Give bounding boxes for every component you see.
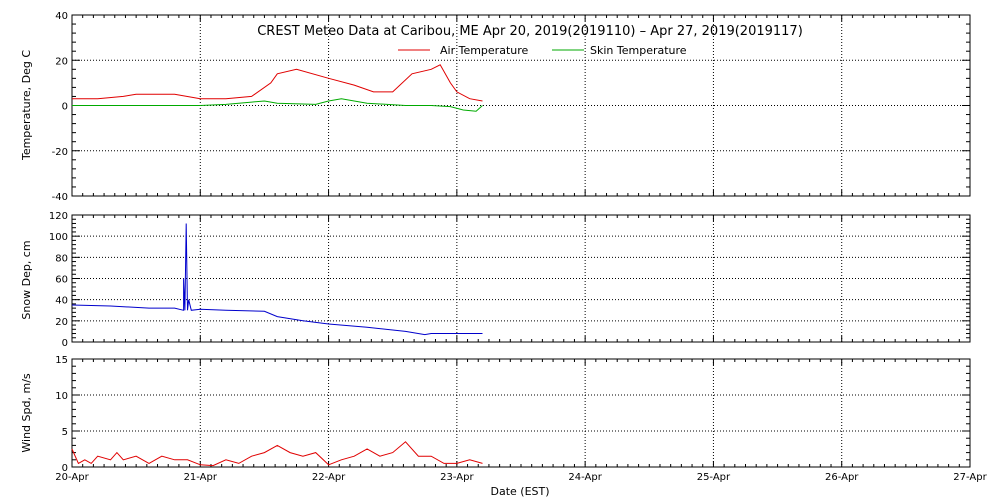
- y-tick-label: -20: [52, 147, 68, 158]
- x-tick-label: 23-Apr: [440, 472, 474, 483]
- series-line-wind-speed: [71, 441, 483, 467]
- series-line-air-temperature: [72, 64, 483, 102]
- y-axis-title-snow-depth: Snow Dep, cm: [20, 240, 33, 319]
- y-tick-label: 5: [62, 427, 68, 438]
- legend-label-air-temperature: Air Temperature: [440, 44, 529, 57]
- x-tick-label: 27-Apr: [953, 472, 987, 483]
- y-axis-title-temperature: Temperature, Deg C: [20, 50, 33, 161]
- y-tick-label: 20: [55, 317, 68, 328]
- series-line-snow-depth: [71, 223, 483, 336]
- y-axis-title-wind-speed: Wind Spd, m/s: [20, 373, 33, 453]
- chart-title: CREST Meteo Data at Caribou, ME Apr 20, …: [257, 24, 803, 39]
- y-tick-label: 0: [62, 102, 68, 113]
- series-line-skin-temperature: [72, 98, 483, 112]
- y-tick-label: 120: [49, 211, 68, 222]
- y-tick-label: 80: [55, 253, 68, 264]
- y-tick-label: 60: [55, 275, 68, 286]
- legend-label-skin-temperature: Skin Temperature: [590, 44, 687, 57]
- y-tick-label: 40: [55, 296, 68, 307]
- x-tick-label: 21-Apr: [184, 472, 218, 483]
- y-tick-label: -40: [52, 192, 68, 203]
- y-tick-label: 0: [62, 338, 68, 349]
- x-tick-label: 20-Apr: [55, 472, 89, 483]
- y-tick-label: 20: [55, 56, 68, 67]
- panel-frame-1: [71, 214, 971, 343]
- x-tick-label: 22-Apr: [312, 472, 346, 483]
- panel-frame-2: [71, 358, 971, 468]
- x-tick-label: 26-Apr: [825, 472, 859, 483]
- x-axis-title: Date (EST): [490, 485, 549, 498]
- y-tick-label: 0: [62, 463, 68, 474]
- y-tick-label: 15: [55, 355, 68, 366]
- y-tick-label: 10: [55, 391, 68, 402]
- y-tick-label: 100: [49, 232, 68, 243]
- x-tick-label: 24-Apr: [568, 472, 602, 483]
- y-tick-label: 40: [55, 11, 68, 22]
- x-tick-label: 25-Apr: [697, 472, 731, 483]
